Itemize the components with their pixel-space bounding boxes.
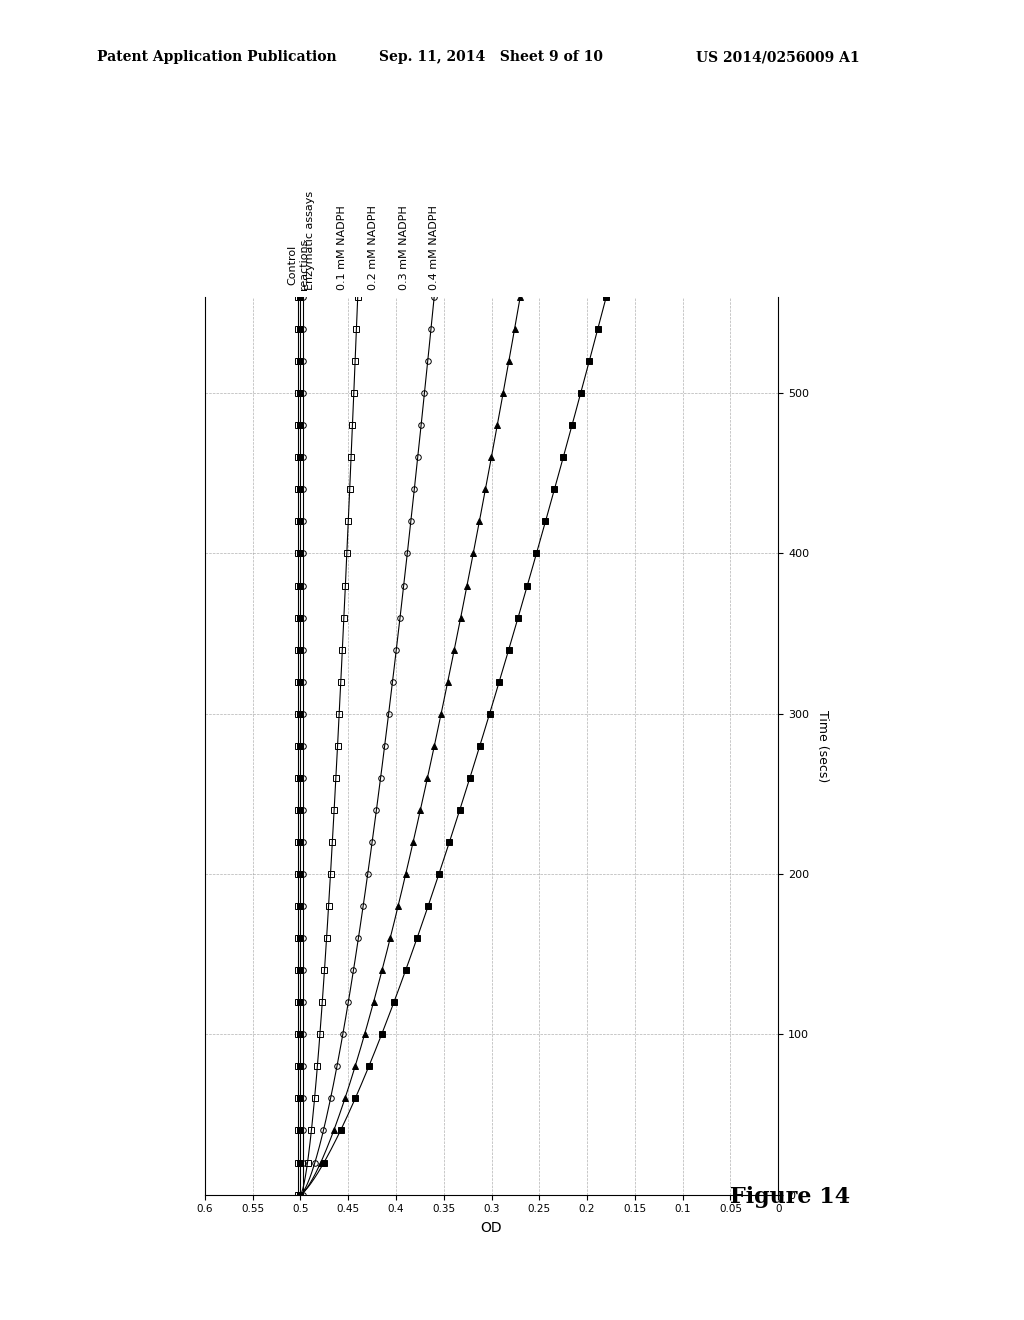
Text: 0.3 mM NADPH: 0.3 mM NADPH (398, 206, 409, 290)
Text: US 2014/0256009 A1: US 2014/0256009 A1 (696, 50, 860, 65)
Text: Sep. 11, 2014   Sheet 9 of 10: Sep. 11, 2014 Sheet 9 of 10 (379, 50, 603, 65)
Text: Enzymatic assays: Enzymatic assays (305, 191, 315, 290)
X-axis label: OD: OD (480, 1221, 503, 1236)
Text: 0.4 mM NADPH: 0.4 mM NADPH (429, 206, 439, 290)
Text: Figure 14: Figure 14 (730, 1185, 850, 1208)
Text: Control
reactions: Control reactions (288, 239, 309, 290)
Text: 0.2 mM NADPH: 0.2 mM NADPH (368, 206, 378, 290)
Y-axis label: Time (secs): Time (secs) (815, 710, 828, 781)
Text: 0.1 mM NADPH: 0.1 mM NADPH (338, 206, 347, 290)
Text: Patent Application Publication: Patent Application Publication (97, 50, 337, 65)
